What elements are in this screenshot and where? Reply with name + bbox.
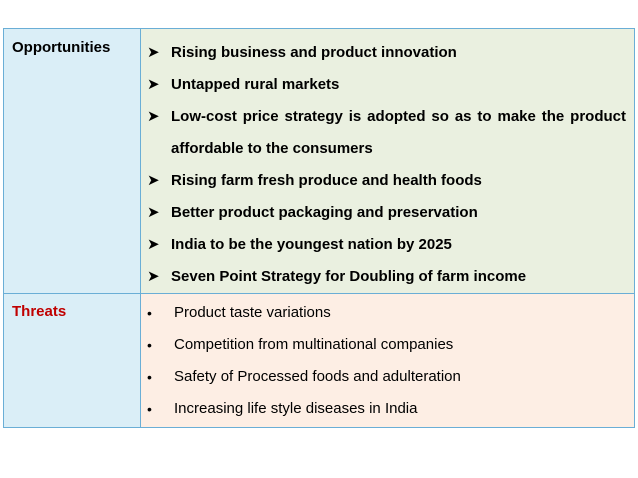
swot-table: Opportunities ➤ Rising business and produ… [3,28,635,428]
arrow-bullet-icon: ➤ [147,44,160,61]
list-item-text: Seven Point Strategy for Doubling of far… [171,268,527,285]
arrow-bullet-icon: ➤ [147,172,160,189]
threats-content: • Product taste variations • Competition f… [140,293,635,428]
list-item: ➤ Rising business and product innovation [141,37,626,69]
opportunities-content: ➤ Rising business and product innovation … [140,28,635,294]
arrow-bullet-icon: ➤ [147,268,160,285]
dot-bullet-icon: • [147,369,152,385]
list-item: ➤ Seven Point Strategy for Doubling of fa… [141,261,626,293]
arrow-bullet-icon: ➤ [147,108,160,125]
list-item: • Competition from multinational companie… [141,329,626,361]
dot-bullet-icon: • [147,305,152,321]
list-item-text: Safety of Processed foods and adulterati… [174,368,461,385]
list-item: • Increasing life style diseases in India [141,393,626,425]
list-item-text: Competition from multinational companies [174,336,454,353]
dot-bullet-icon: • [147,337,152,353]
list-item-text: Rising farm fresh produce and health foo… [171,172,482,189]
opportunities-list: ➤ Rising business and product innovation … [141,29,634,293]
opportunities-row: Opportunities ➤ Rising business and produ… [3,28,635,294]
arrow-bullet-icon: ➤ [147,76,160,93]
list-item: ➤ Low-cost price strategy is adopted so a… [141,101,626,165]
list-item-text: Better product packaging and preservatio… [171,204,478,221]
threats-label: Threats [3,293,141,428]
arrow-bullet-icon: ➤ [147,236,160,253]
threats-list: • Product taste variations • Competition f… [141,294,634,425]
list-item-text: India to be the youngest nation by 2025 [171,236,452,253]
list-item: ➤ Rising farm fresh produce and health fo… [141,165,626,197]
list-item-text: Untapped rural markets [171,76,340,93]
list-item-text: Increasing life style diseases in India [174,400,418,417]
list-item-text: Rising business and product innovation [171,44,457,61]
opportunities-label: Opportunities [3,28,141,294]
list-item: • Safety of Processed foods and adulterat… [141,361,626,393]
threats-row: Threats • Product taste variations • Compe… [3,293,635,428]
list-item: • Product taste variations [141,297,626,329]
arrow-bullet-icon: ➤ [147,204,160,221]
list-item-text: Product taste variations [174,304,331,321]
list-item-text: Low-cost price strategy is adopted so as… [171,108,626,157]
list-item: ➤ Untapped rural markets [141,69,626,101]
dot-bullet-icon: • [147,401,152,417]
list-item: ➤ Better product packaging and preservati… [141,197,626,229]
list-item: ➤ India to be the youngest nation by 2025 [141,229,626,261]
